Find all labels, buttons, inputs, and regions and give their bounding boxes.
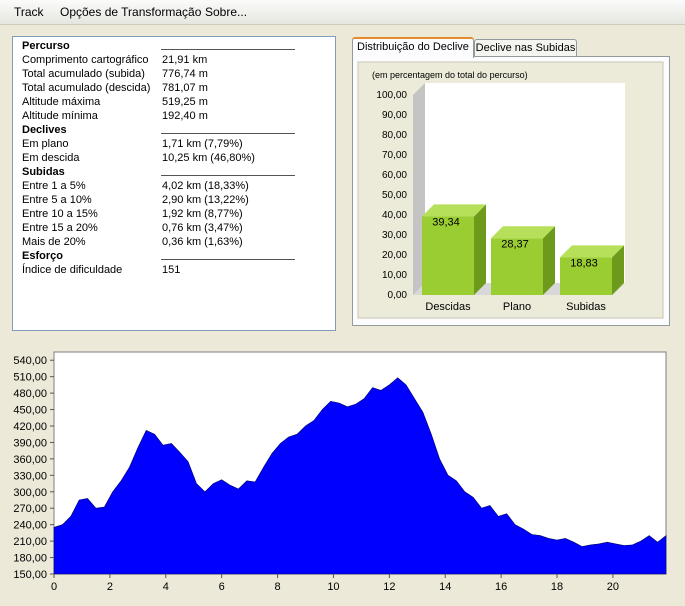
menu-bar: Track Opções de Transformação Sobre...: [0, 0, 685, 25]
stat-label: Entre 15 a 20%: [22, 222, 98, 234]
bar-side: [474, 204, 486, 295]
y-tick-label: 450,00: [13, 405, 47, 417]
stat-value: 4,02 km (18,33%): [162, 180, 249, 192]
menu-track[interactable]: Track: [14, 5, 44, 19]
bar-top: [491, 226, 555, 239]
y-tick-label: 30,00: [382, 230, 407, 241]
y-tick-label: 210,00: [13, 536, 47, 548]
y-tick-label: 150,00: [13, 569, 47, 581]
stat-label: Entre 1 a 5%: [22, 180, 86, 192]
y-tick-label: 480,00: [13, 388, 47, 400]
stat-label: Entre 5 a 10%: [22, 194, 92, 206]
y-tick-label: 0,00: [388, 290, 408, 301]
stat-value: 151: [162, 264, 181, 276]
stat-label: Altitude mínima: [22, 110, 98, 122]
y-tick-label: 510,00: [13, 372, 47, 384]
x-category-label: Subidas: [566, 301, 606, 313]
elevation-profile-panel: 150,00 180,00 210,00 240,00 270,00 300,00 330,…: [0, 340, 685, 603]
y-tick-label: 300,00: [13, 487, 47, 499]
slope-distribution-chart: (em percentagem do total do percurso) 0,0…: [357, 61, 664, 319]
stat-value: 0,36 km (1,63%): [162, 236, 243, 248]
stat-value: 10,25 km (46,80%): [162, 152, 255, 164]
stat-label: Altitude máxima: [22, 96, 101, 108]
stat-value: 519,25 m: [162, 96, 208, 108]
section-rule: [161, 49, 295, 50]
stat-label: Mais de 20%: [22, 236, 86, 248]
bar-side: [612, 245, 624, 295]
stat-label: Total acumulado (subida): [22, 68, 145, 80]
stat-label: Em descida: [22, 152, 80, 164]
y-tick-label: 330,00: [13, 470, 47, 482]
y-tick-label: 40,00: [382, 210, 407, 221]
x-tick-label: 20: [607, 581, 619, 593]
stat-value: 776,74 m: [162, 68, 208, 80]
y-tick-label: 360,00: [13, 454, 47, 466]
x-tick-label: 6: [219, 581, 225, 593]
y-tick-label: 20,00: [382, 250, 407, 261]
menu-sobre[interactable]: Sobre...: [205, 5, 248, 19]
bar-value-label: 39,34: [432, 216, 460, 228]
stat-value: 781,07 m: [162, 82, 208, 94]
section-rule: [161, 259, 295, 260]
section-esforco-title: Esforço: [22, 250, 63, 262]
section-rule: [161, 133, 295, 134]
statistics-panel: Percurso Comprimento cartográfico 21,91 …: [12, 36, 336, 331]
stat-label: Comprimento cartográfico: [22, 54, 149, 66]
stat-value: 21,91 km: [162, 54, 208, 66]
stat-value: 192,40 m: [162, 110, 208, 122]
stat-value: 2,90 km (13,22%): [162, 194, 249, 206]
x-tick-label: 0: [51, 581, 57, 593]
y-tick-label: 270,00: [13, 503, 47, 515]
section-percurso-title: Percurso: [22, 40, 70, 52]
y-tick-label: 80,00: [382, 130, 407, 141]
section-subidas-title: Subidas: [22, 166, 65, 178]
bar-top: [422, 204, 486, 217]
bar: [560, 257, 612, 295]
stat-label: Em plano: [22, 138, 69, 150]
y-tick-label: 60,00: [382, 170, 407, 181]
elevation-area: [53, 377, 667, 575]
tab-declive-subidas[interactable]: Declive nas Subidas: [474, 39, 577, 58]
y-tick-label: 180,00: [13, 553, 47, 565]
bar-top: [560, 245, 624, 258]
y-tick-label: 390,00: [13, 437, 47, 449]
y-tick-label: 420,00: [13, 421, 47, 433]
x-tick-label: 18: [551, 581, 563, 593]
x-tick-label: 4: [163, 581, 169, 593]
bar-value-label: 18,83: [570, 257, 598, 269]
x-category-label: Plano: [503, 301, 531, 313]
y-tick-label: 240,00: [13, 520, 47, 532]
elevation-profile-chart: 150,00 180,00 210,00 240,00 270,00 300,00 330,…: [13, 351, 667, 593]
bar: [491, 238, 543, 295]
y-tick-label: 10,00: [382, 270, 407, 281]
stat-value: 1,71 km (7,79%): [162, 138, 243, 150]
tab-distribuicao-declive[interactable]: Distribuição do Declive: [352, 37, 474, 58]
stat-label: Entre 10 a 15%: [22, 208, 98, 220]
y-tick-label: 70,00: [382, 150, 407, 161]
x-category-label: Descidas: [425, 301, 471, 313]
stat-value: 0,76 km (3,47%): [162, 222, 243, 234]
bar-side: [543, 226, 555, 295]
x-tick-label: 14: [439, 581, 451, 593]
y-tick-label: 540,00: [13, 355, 47, 367]
x-tick-label: 12: [383, 581, 395, 593]
tab-panel: (em percentagem do total do percurso) 0,0…: [352, 56, 670, 326]
x-tick-label: 2: [107, 581, 113, 593]
y-tick-label: 50,00: [382, 190, 407, 201]
x-tick-label: 10: [327, 581, 339, 593]
section-rule: [161, 175, 295, 176]
bar-value-label: 28,37: [501, 238, 529, 250]
chart-subtitle: (em percentagem do total do percurso): [372, 70, 528, 80]
stat-label: Total acumulado (descida): [22, 82, 151, 94]
x-tick-label: 16: [495, 581, 507, 593]
bar: [422, 216, 474, 295]
stat-value: 1,92 km (8,77%): [162, 208, 243, 220]
y-tick-label: 100,00: [376, 90, 407, 101]
x-tick-label: 8: [274, 581, 280, 593]
stat-label: Índice de dificuldade: [22, 264, 123, 276]
y-tick-label: 90,00: [382, 110, 407, 121]
menu-opcoes-transformacao[interactable]: Opções de Transformação: [60, 5, 202, 19]
section-declives-title: Declives: [22, 124, 67, 136]
